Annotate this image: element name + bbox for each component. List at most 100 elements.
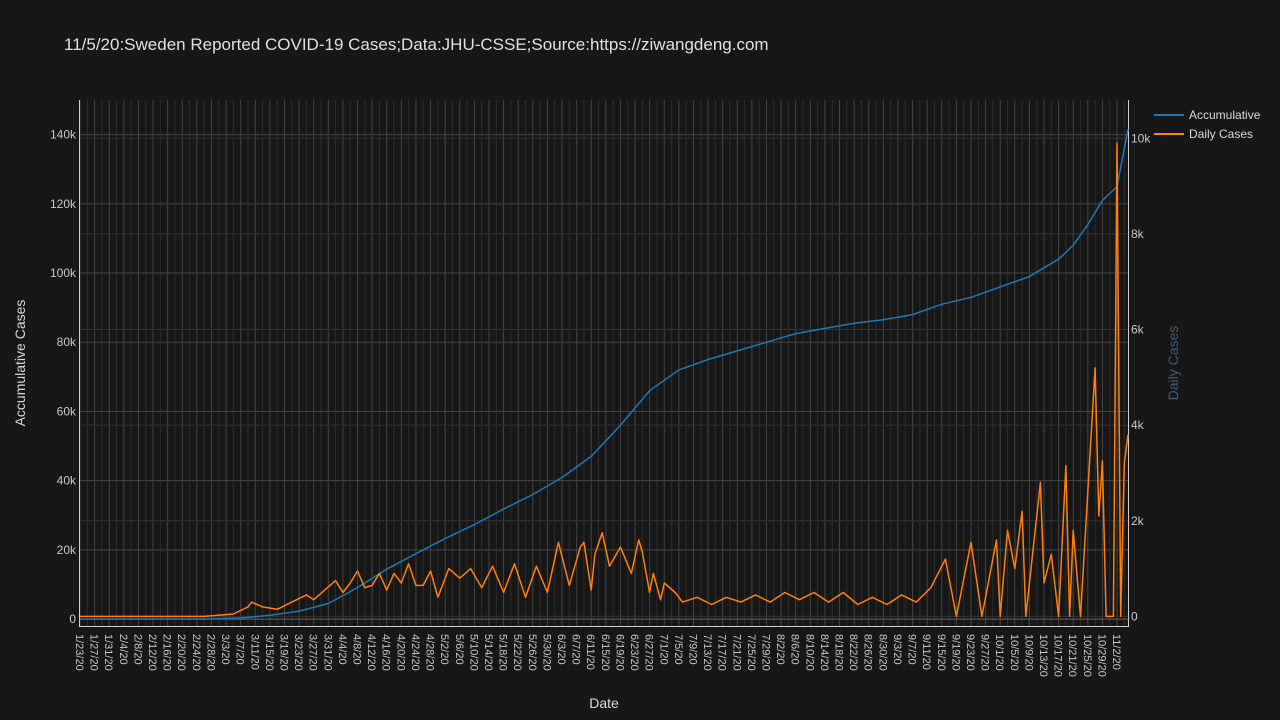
y-axis-label: Accumulative Cases xyxy=(12,300,28,427)
x-tick-label: 8/26/20 xyxy=(862,634,874,671)
legend-item[interactable]: Accumulative xyxy=(1154,108,1261,122)
y2-axis-ticks: 0 2k 4k 6k 8k 10k xyxy=(1131,131,1151,623)
x-tick-label: 9/27/20 xyxy=(979,634,991,671)
x-tick-label: 10/1/20 xyxy=(993,634,1005,671)
x-tick-label: 9/7/20 xyxy=(906,634,918,665)
x-tick-label: 4/20/20 xyxy=(394,634,406,671)
x-tick-label: 1/27/20 xyxy=(88,634,100,671)
x-tick-label: 10/29/20 xyxy=(1095,634,1107,677)
y-tick-label: 0 xyxy=(69,612,76,626)
x-tick-label: 10/5/20 xyxy=(1008,634,1020,671)
x-tick-label: 9/11/20 xyxy=(920,634,932,670)
x-tick-label: 5/30/20 xyxy=(540,634,552,671)
x-tick-label: 8/10/20 xyxy=(803,634,815,671)
x-tick-label: 9/3/20 xyxy=(891,634,903,665)
x-tick-label: 9/23/20 xyxy=(964,634,976,671)
y-tick-label: 100k xyxy=(50,266,77,280)
x-tick-label: 2/16/20 xyxy=(161,634,173,671)
x-tick-label: 8/18/20 xyxy=(833,634,845,671)
x-tick-label: 7/21/20 xyxy=(730,634,742,671)
x-tick-label: 4/24/20 xyxy=(409,634,421,671)
x-tick-label: 5/14/20 xyxy=(482,634,494,671)
x-tick-label: 6/23/20 xyxy=(628,634,640,671)
x-tick-label: 2/8/20 xyxy=(131,634,143,665)
x-tick-label: 7/9/20 xyxy=(686,634,698,665)
x-tick-label: 4/4/20 xyxy=(336,634,348,665)
x-tick-label: 3/15/20 xyxy=(263,634,275,671)
x-tick-label: 8/30/20 xyxy=(876,634,888,671)
legend-label: Daily Cases xyxy=(1189,127,1253,141)
x-tick-label: 10/17/20 xyxy=(1052,634,1064,677)
x-tick-label: 1/23/20 xyxy=(73,634,85,671)
x-tick-label: 7/25/20 xyxy=(745,634,757,671)
x-tick-label: 7/17/20 xyxy=(716,634,728,671)
y2-tick-label: 6k xyxy=(1131,323,1145,337)
x-gridlines xyxy=(79,100,1125,626)
x-tick-label: 7/29/20 xyxy=(759,634,771,671)
daily-cases-line xyxy=(80,142,1129,618)
y2-tick-label: 10k xyxy=(1131,131,1151,145)
y2-tick-label: 8k xyxy=(1131,227,1145,241)
x-tick-label: 6/7/20 xyxy=(570,634,582,665)
x-tick-label: 3/27/20 xyxy=(307,634,319,671)
x-axis-ticks: 1/23/20 1/27/20 1/31/20 2/4/20 2/8/20 2/12/20… xyxy=(73,634,1122,677)
y-tick-label: 20k xyxy=(57,543,77,557)
x-tick-label: 9/15/20 xyxy=(935,634,947,671)
x-tick-label: 6/11/20 xyxy=(584,634,596,670)
x-tick-label: 6/27/20 xyxy=(643,634,655,671)
y2-tick-label: 0 xyxy=(1131,609,1138,623)
legend[interactable]: Accumulative Daily Cases xyxy=(1154,108,1261,141)
x-tick-label: 5/10/20 xyxy=(467,634,479,671)
x-axis-label: Date xyxy=(589,695,619,711)
x-tick-label: 6/15/20 xyxy=(599,634,611,671)
y2-tick-label: 2k xyxy=(1131,514,1145,528)
x-tick-label: 6/19/20 xyxy=(613,634,625,671)
x-tick-label: 8/22/20 xyxy=(847,634,859,671)
x-tick-label: 2/4/20 xyxy=(117,634,129,665)
x-tick-label: 2/20/20 xyxy=(175,634,187,671)
x-tick-label: 11/2/20 xyxy=(1110,634,1122,670)
y-gridlines xyxy=(80,134,1128,620)
x-tick-label: 10/25/20 xyxy=(1081,634,1093,677)
x-tick-label: 5/6/20 xyxy=(453,634,465,665)
y-tick-label: 80k xyxy=(57,335,77,349)
x-tick-label: 8/6/20 xyxy=(789,634,801,665)
x-tick-label: 2/12/20 xyxy=(146,634,158,671)
x-tick-label: 2/24/20 xyxy=(190,634,202,671)
chart-title: 11/5/20:Sweden Reported COVID-19 Cases;D… xyxy=(64,35,769,54)
x-tick-label: 4/28/20 xyxy=(424,634,436,671)
y-tick-label: 140k xyxy=(50,128,77,142)
x-tick-label: 7/5/20 xyxy=(672,634,684,665)
x-tick-label: 3/7/20 xyxy=(234,634,246,665)
y-axis-ticks: 0 20k 40k 60k 80k 100k 120k 140k xyxy=(50,128,77,626)
y-tick-label: 120k xyxy=(50,197,77,211)
legend-item[interactable]: Daily Cases xyxy=(1154,127,1253,141)
x-tick-label: 8/2/20 xyxy=(774,634,786,665)
plot-area-border-bottom xyxy=(79,626,1129,627)
x-tick-label: 1/31/20 xyxy=(102,634,114,671)
x-tick-label: 5/26/20 xyxy=(526,634,538,671)
x-tick-label: 3/3/20 xyxy=(219,634,231,665)
legend-label: Accumulative xyxy=(1189,108,1261,122)
y2-tick-label: 4k xyxy=(1131,418,1145,432)
x-tick-label: 3/31/20 xyxy=(321,634,333,671)
x-tick-label: 5/22/20 xyxy=(511,634,523,671)
x-tick-label: 4/12/20 xyxy=(365,634,377,671)
x-tick-label: 3/23/20 xyxy=(292,634,304,671)
x-tick-label: 9/19/20 xyxy=(949,634,961,671)
series-group xyxy=(79,129,1129,620)
y-tick-label: 60k xyxy=(57,404,77,418)
x-tick-label: 10/13/20 xyxy=(1037,634,1049,677)
x-tick-label: 8/14/20 xyxy=(818,634,830,671)
x-tick-label: 5/2/20 xyxy=(438,634,450,665)
x-tick-label: 7/1/20 xyxy=(657,634,669,665)
x-tick-label: 10/9/20 xyxy=(1022,634,1034,671)
x-tick-label: 2/28/20 xyxy=(204,634,216,671)
x-tick-label: 3/19/20 xyxy=(277,634,289,671)
x-tick-label: 5/18/20 xyxy=(497,634,509,671)
x-tick-label: 3/11/20 xyxy=(248,634,260,670)
y-tick-label: 40k xyxy=(57,474,77,488)
x-tick-label: 7/13/20 xyxy=(701,634,713,671)
x-tick-label: 4/8/20 xyxy=(351,634,363,665)
